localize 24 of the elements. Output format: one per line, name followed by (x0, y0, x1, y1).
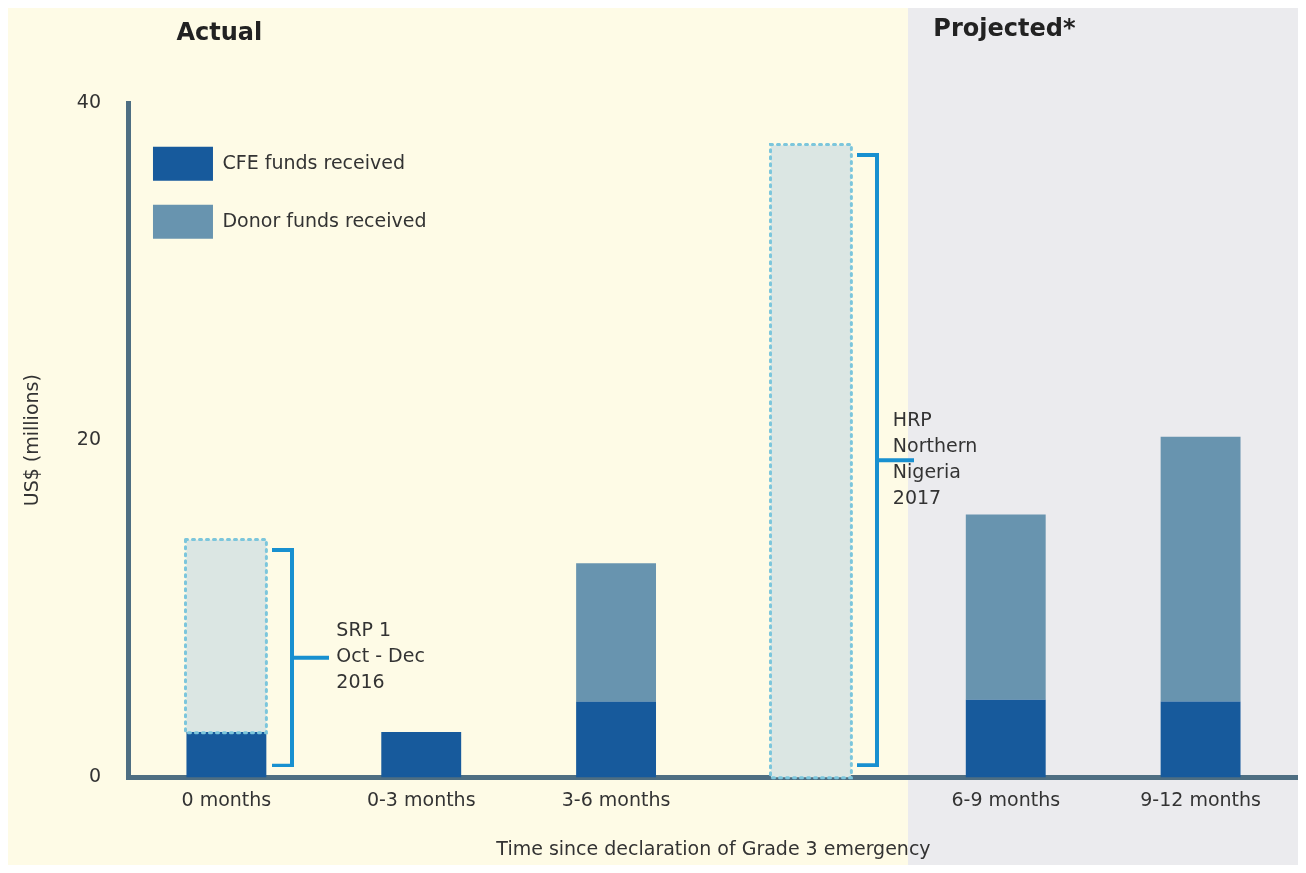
bar (965, 699, 1046, 778)
y-tick-label: 20 (76, 427, 101, 450)
bar (576, 701, 657, 778)
x-tick-label: 9-12 months (1140, 787, 1261, 810)
x-tick-label: 0-3 months (366, 787, 476, 810)
y-axis-title: US$ (millions) (20, 374, 43, 507)
bar (576, 563, 657, 702)
legend-label: Donor funds received (222, 208, 427, 231)
text: Projected* (933, 14, 1076, 43)
y-tick-label: 0 (88, 764, 101, 787)
annotation: HRP Northern Nigeria 2017 (892, 408, 978, 509)
bar (965, 514, 1046, 700)
y-tick-label: 40 (76, 89, 101, 112)
text: Actual (176, 18, 263, 47)
bar (186, 731, 267, 778)
x-tick-label: 3-6 months (561, 787, 671, 810)
x-axis-title: Time since declaration of Grade 3 emergency (495, 836, 931, 859)
annotation: SRP 1 Oct - Dec 2016 (336, 618, 425, 693)
bar (1160, 436, 1241, 702)
bar (1160, 701, 1241, 778)
x-tick-label: 6-9 months (951, 787, 1061, 810)
x-tick-label: 0 months (181, 787, 272, 810)
bar (381, 731, 462, 778)
legend-label: CFE funds received (222, 150, 405, 173)
